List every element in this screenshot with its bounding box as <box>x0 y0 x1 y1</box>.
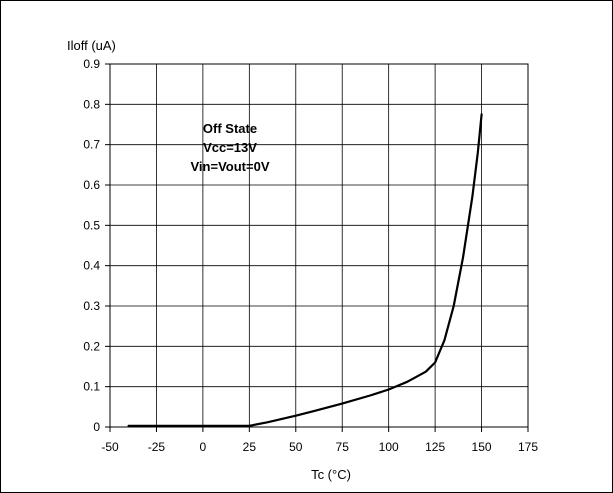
x-tick-label: 25 <box>243 440 257 454</box>
x-tick-label: -25 <box>148 440 166 454</box>
x-axis-label: Tc (°C) <box>311 467 351 482</box>
x-axis-ticks: -50 -25 0 25 50 75 100 125 150 175 <box>101 427 538 454</box>
y-tick-label: 0.5 <box>83 218 100 232</box>
grid <box>110 64 528 427</box>
x-tick-label: -50 <box>101 440 119 454</box>
x-tick-label: 0 <box>200 440 207 454</box>
x-tick-label: 125 <box>425 440 445 454</box>
y-tick-label: 0.3 <box>83 299 100 313</box>
y-axis-ticks: 0 0.1 0.2 0.3 0.4 0.5 0.6 0.7 0.8 0.9 <box>83 57 110 434</box>
annotation-box: Off State Vcc=13V Vin=Vout=0V <box>191 121 270 174</box>
x-tick-label: 100 <box>379 440 399 454</box>
y-axis-label: Iloff (uA) <box>67 38 116 53</box>
x-tick-label: 175 <box>518 440 538 454</box>
y-tick-label: 0.6 <box>83 178 100 192</box>
annotation-line-3: Vin=Vout=0V <box>191 159 270 174</box>
x-tick-label: 50 <box>289 440 303 454</box>
plot-area <box>109 63 529 428</box>
y-tick-label: 0.8 <box>83 97 100 111</box>
y-tick-label: 0.4 <box>83 259 100 273</box>
y-tick-label: 0.1 <box>83 380 100 394</box>
y-tick-label: 0.2 <box>83 339 100 353</box>
annotation-line-1: Off State <box>203 121 257 136</box>
x-tick-label: 150 <box>472 440 492 454</box>
y-tick-label: 0.7 <box>83 138 100 152</box>
annotation-line-2: Vcc=13V <box>203 140 257 155</box>
y-tick-label: 0 <box>93 420 100 434</box>
data-line <box>127 113 483 427</box>
y-tick-label: 0.9 <box>83 57 100 71</box>
x-tick-label: 75 <box>336 440 350 454</box>
